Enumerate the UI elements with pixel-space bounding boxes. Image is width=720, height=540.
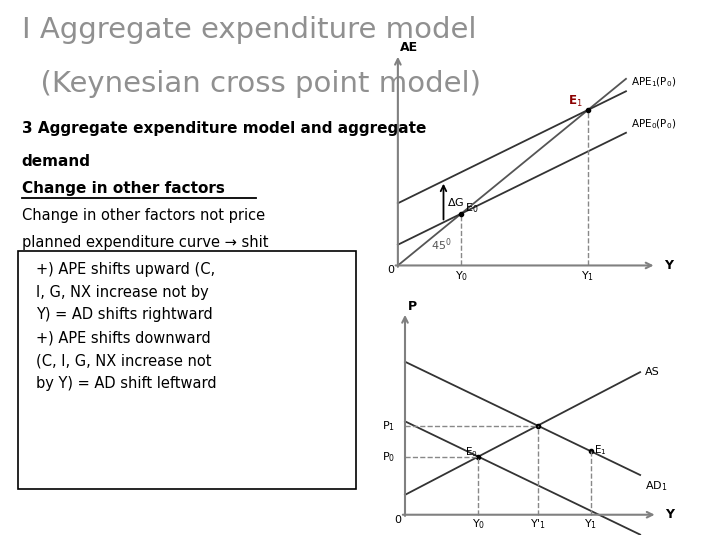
Text: P$_0$: P$_0$	[382, 450, 395, 463]
Text: (Keynesian cross point model): (Keynesian cross point model)	[22, 70, 481, 98]
Text: Y$_0$: Y$_0$	[472, 518, 485, 531]
Text: Y$_1$: Y$_1$	[581, 269, 595, 283]
Text: Change in other factors not price: Change in other factors not price	[22, 208, 265, 223]
Text: Y'$_1$: Y'$_1$	[530, 518, 546, 531]
FancyBboxPatch shape	[18, 251, 356, 489]
Text: E$_0$: E$_0$	[464, 446, 477, 460]
Text: $\Delta$G: $\Delta$G	[447, 195, 464, 207]
Text: P: P	[408, 300, 417, 313]
Text: APE$_0$(P$_0$): APE$_0$(P$_0$)	[631, 117, 676, 131]
Text: AD$_0$: AD$_0$	[645, 538, 667, 540]
Text: Y: Y	[665, 508, 674, 521]
Text: AD$_1$: AD$_1$	[645, 479, 667, 493]
Text: I Aggregate expenditure model: I Aggregate expenditure model	[22, 16, 476, 44]
Text: APE$_1$(P$_0$): APE$_1$(P$_0$)	[631, 76, 676, 89]
Text: Change in other factors: Change in other factors	[22, 181, 225, 196]
Text: planned expenditure curve → shit: planned expenditure curve → shit	[22, 235, 268, 250]
Text: 45$^0$: 45$^0$	[431, 237, 451, 253]
Text: E$_1$: E$_1$	[594, 443, 607, 457]
Text: E$_0$: E$_0$	[465, 201, 479, 215]
Text: Y$_0$: Y$_0$	[454, 269, 468, 283]
Text: Y$_1$: Y$_1$	[584, 518, 597, 531]
Text: +) APE shifts upward (C,
I, G, NX increase not by
Y) = AD shifts rightward
+) AP: +) APE shifts upward (C, I, G, NX increa…	[36, 262, 217, 391]
Text: 0: 0	[394, 515, 401, 525]
Text: P$_1$: P$_1$	[382, 418, 395, 433]
Text: AE: AE	[400, 41, 418, 54]
Text: Y: Y	[664, 259, 673, 272]
Text: 0: 0	[387, 265, 394, 275]
Text: demand: demand	[22, 154, 91, 169]
Text: E$_1$: E$_1$	[567, 94, 582, 109]
Text: AS: AS	[645, 367, 660, 377]
Text: 3 Aggregate expenditure model and aggregate: 3 Aggregate expenditure model and aggreg…	[22, 122, 426, 137]
